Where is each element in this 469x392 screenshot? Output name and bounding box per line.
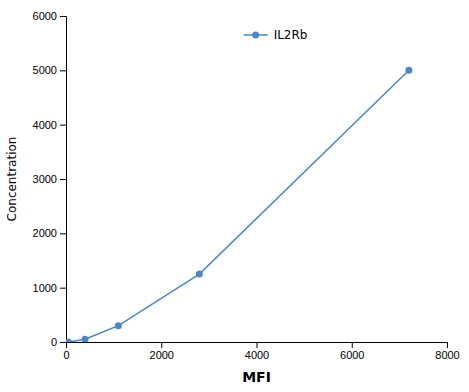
- y-axis-tick: 3000: [33, 173, 66, 185]
- y-axis-tick: 4000: [33, 119, 66, 131]
- tick-mark: [352, 342, 353, 348]
- tick-label: 6000: [340, 349, 364, 361]
- x-axis-line: [67, 343, 448, 349]
- tick-mark: [257, 342, 258, 348]
- tick-mark: [60, 16, 66, 17]
- tick-mark: [60, 233, 66, 234]
- x-axis-tick: 6000: [340, 342, 364, 361]
- legend: IL2Rb: [244, 28, 308, 42]
- tick-mark: [60, 288, 66, 289]
- tick-label: 6000: [33, 10, 57, 22]
- tick-label: 1000: [33, 282, 57, 294]
- tick-label: 2000: [150, 349, 174, 361]
- point: [66, 339, 72, 343]
- tick-label: 0: [51, 336, 57, 348]
- tick-label: 8000: [435, 349, 459, 361]
- legend-item: IL2Rb: [244, 28, 308, 42]
- tick-label: 5000: [33, 64, 57, 76]
- x-axis: 0 2000 4000 6000 8000: [63, 342, 459, 361]
- legend-label: IL2Rb: [274, 28, 308, 42]
- x-axis-tick: 4000: [245, 342, 269, 361]
- y-axis-tick: 6000: [33, 10, 66, 22]
- plot-area: 0 2000 4000 6000 8000 0 1000 2000 3000 4000 5000 60…: [33, 10, 460, 361]
- point: [115, 322, 122, 329]
- tick-mark: [447, 342, 448, 348]
- tick-label: 0: [63, 349, 69, 361]
- x-axis-title: MFI: [242, 369, 271, 385]
- marks: [66, 67, 412, 342]
- tick-mark: [60, 70, 66, 71]
- chart: 0 2000 4000 6000 8000 0 1000 2000 3000 4000 5000 60…: [0, 0, 469, 392]
- line: [68, 70, 409, 342]
- tick-mark: [60, 342, 66, 343]
- point: [196, 271, 203, 278]
- x-axis-tick: 2000: [150, 342, 174, 361]
- y-axis-tick: 1000: [33, 282, 66, 294]
- y-axis-tick: 5000: [33, 64, 66, 76]
- y-axis-tick: 0: [51, 336, 66, 348]
- tick-mark: [60, 125, 66, 126]
- tick-label: 4000: [33, 119, 57, 131]
- legend-marker: [252, 32, 259, 39]
- point: [82, 336, 89, 342]
- x-axis-tick: 0: [63, 342, 69, 361]
- tick-label: 3000: [33, 173, 57, 185]
- tick-mark: [161, 342, 162, 348]
- tick-mark: [60, 179, 66, 180]
- y-axis: 0 1000 2000 3000 4000 5000 6000: [33, 10, 67, 348]
- tick-label: 4000: [245, 349, 269, 361]
- point: [405, 67, 412, 74]
- y-axis-title: Concentration: [5, 137, 19, 222]
- tick-label: 2000: [33, 227, 57, 239]
- y-axis-line: [60, 17, 67, 343]
- x-axis-tick: 8000: [435, 342, 459, 361]
- y-axis-tick: 2000: [33, 227, 66, 239]
